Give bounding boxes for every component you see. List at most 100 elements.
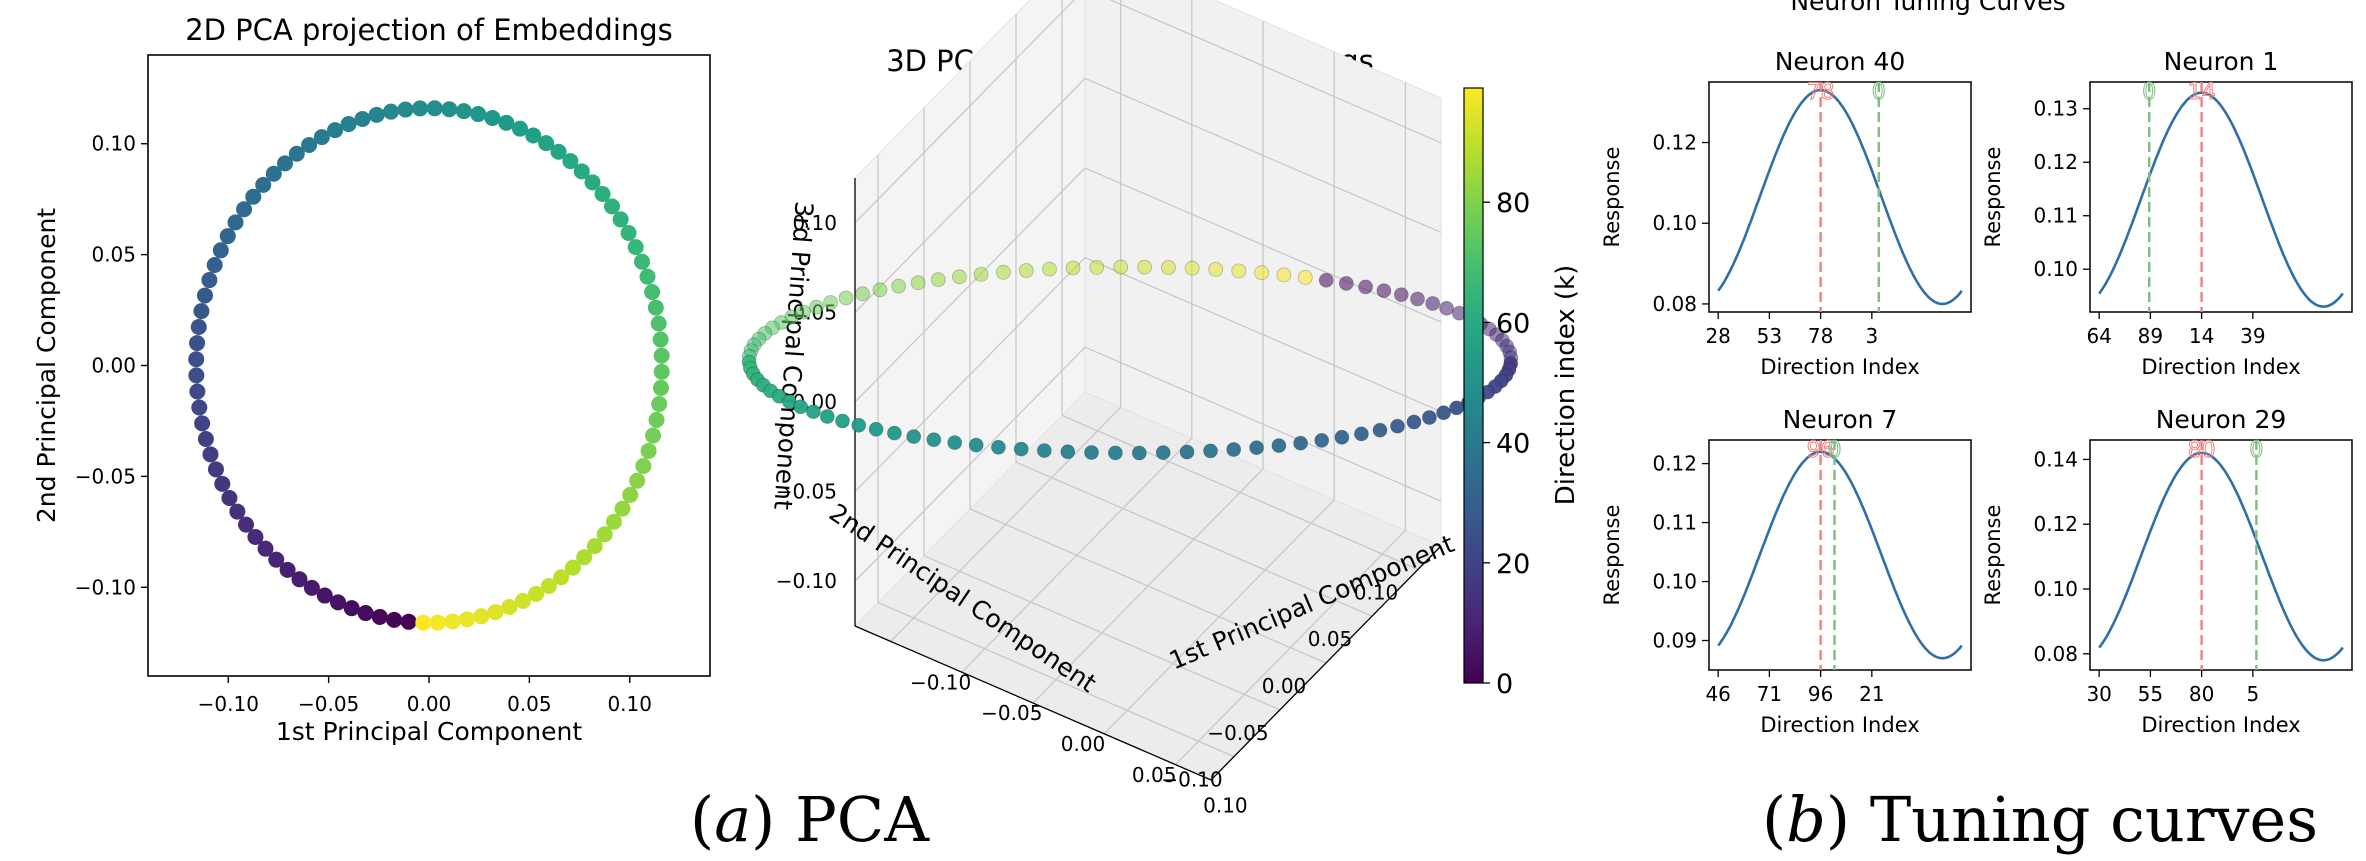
pca2d-point xyxy=(470,106,487,123)
pca3d-point xyxy=(1338,275,1354,291)
pca3d-point xyxy=(991,439,1006,455)
pca3d-point xyxy=(1208,261,1224,277)
pca2d-xlabel: 1st Principal Component xyxy=(276,717,582,746)
pca2d-point xyxy=(640,442,657,459)
pca2d-point xyxy=(313,129,330,146)
pca3d-point xyxy=(1084,445,1099,460)
tuning-title: Neuron 7 xyxy=(1783,405,1898,434)
pca2d-point xyxy=(573,163,590,180)
pca2d-point xyxy=(188,351,205,368)
pca2d-point xyxy=(277,155,294,172)
pca2d-point xyxy=(415,614,432,631)
tuning-ytick-label: 0.12 xyxy=(1652,131,1697,155)
pca2d-point xyxy=(206,256,223,273)
pca3d-point xyxy=(1439,300,1454,316)
pca3d-point xyxy=(1449,400,1464,416)
tuning-xtick-label: 14 xyxy=(2189,324,2214,348)
tuning-title: Neuron 1 xyxy=(2164,47,2279,76)
pca3d-grid-line xyxy=(854,77,1086,313)
pca3d-point xyxy=(851,417,867,433)
pca3d-point xyxy=(1406,414,1422,430)
tuning-frame xyxy=(1708,81,1972,313)
pca3d-point xyxy=(1113,259,1129,275)
pca3d-point xyxy=(996,264,1011,280)
pca2d-xtick-label: 0.00 xyxy=(407,692,452,716)
pca2d-point xyxy=(191,399,208,416)
pca2d-point xyxy=(397,101,414,118)
pca3d-point xyxy=(1410,291,1425,307)
pca2d-chart: −0.10 −0.05 0.00 0.05 0.10 −0.10 −0.05 0.00 0.05… xyxy=(32,13,711,746)
pca2d-ytick-label: −0.05 xyxy=(75,464,136,488)
pca2d-point xyxy=(194,415,211,432)
pca2d-point xyxy=(386,611,403,628)
pca3d-grid-line xyxy=(969,508,1327,664)
tuning-ytick-label: 0.09 xyxy=(1652,629,1697,653)
pca3d-point xyxy=(806,404,821,420)
pca3d-point xyxy=(926,432,942,448)
pca3d-point xyxy=(1358,279,1373,295)
pca2d-xtick-label: 0.10 xyxy=(607,692,652,716)
pca2d-point xyxy=(288,145,305,162)
pca3d-grid-line xyxy=(961,437,1193,673)
pca2d-point xyxy=(279,561,296,578)
caption-a: (a) PCA xyxy=(690,783,930,856)
pca3d-point xyxy=(1137,259,1152,275)
pca3d-grid-line xyxy=(854,167,1086,403)
pca2d-xtick-label: −0.10 xyxy=(198,692,259,716)
tuning-figure: Neuron Tuning Curves 28 53 78 3 0.08 0.10 0.12 N… xyxy=(1600,0,2353,737)
pca3d-grid-line xyxy=(890,406,1122,642)
tuning-subplot: 30 55 80 5 0.08 0.10 0.12 0.14 Neuron 29 Directio… xyxy=(1981,405,2353,737)
pca2d-xtick-label: −0.05 xyxy=(298,692,359,716)
tuning-xlabel: Direction Index xyxy=(1760,355,1919,379)
tuning-xtick-label: 46 xyxy=(1705,682,1730,706)
tuning-title: Neuron 40 xyxy=(1775,47,1906,76)
pca2d-point xyxy=(553,569,570,586)
tuning-ytick-label: 0.13 xyxy=(2033,97,2078,121)
colorbar xyxy=(1463,87,1484,684)
pca3d-point xyxy=(835,413,850,429)
pca3d-point xyxy=(1293,435,1308,451)
pca3d-point xyxy=(1184,260,1200,276)
pca3d-point xyxy=(1436,405,1451,421)
pca3d-point xyxy=(906,429,922,445)
tuning-xtick-label: 5 xyxy=(2246,682,2259,706)
pca2d-point xyxy=(562,153,579,170)
pca2d-point xyxy=(238,516,255,533)
tuning-marker-label: 0 xyxy=(1827,438,1841,463)
pca3d-xtick-label: 0.00 xyxy=(1061,732,1106,756)
pca3d-point xyxy=(1354,426,1369,442)
tuning-suptitle: Neuron Tuning Curves xyxy=(1790,0,2065,16)
pca2d-point xyxy=(382,103,399,120)
tuning-ytick-label: 0.10 xyxy=(2033,577,2078,601)
pca3d-point xyxy=(1161,260,1176,275)
pca2d-point xyxy=(594,186,611,203)
pca3d-point xyxy=(1231,263,1247,279)
pca2d-point xyxy=(653,363,670,380)
pca3d-point xyxy=(887,425,902,441)
pca3d-grid-line xyxy=(1084,77,1442,233)
pca2d-point xyxy=(316,587,333,604)
tuning-ytick-label: 0.11 xyxy=(1652,511,1697,535)
pca3d-xtick-label: −0.10 xyxy=(910,670,971,694)
tuning-xtick-label: 55 xyxy=(2138,682,2163,706)
tuning-ytick-label: 0.12 xyxy=(1652,452,1697,476)
tuning-xtick-label: 64 xyxy=(2086,324,2111,348)
pca2d-point xyxy=(603,198,620,215)
pca3d-ytick-label: 0.10 xyxy=(1354,580,1399,604)
pca2d-point xyxy=(371,608,388,625)
tuning-xtick-label: 21 xyxy=(1859,682,1884,706)
pca2d-point xyxy=(651,395,668,412)
pca3d-grid-line xyxy=(854,0,1075,224)
pca3d-grid-line xyxy=(1109,0,1442,144)
pca3d-point xyxy=(1155,445,1171,461)
pca3d-ytick-label: 0.00 xyxy=(1262,674,1307,698)
pca2d-point xyxy=(189,335,206,352)
tuning-curve xyxy=(1717,450,1963,660)
pca2d-point xyxy=(291,571,308,588)
pca3d-point xyxy=(809,299,824,315)
tuning-curve xyxy=(1717,88,1963,306)
pca2d-ylabel: 2nd Principal Component xyxy=(32,208,61,523)
pca3d-point xyxy=(1297,269,1313,285)
colorbar-tick-label: 20 xyxy=(1496,549,1530,580)
pca2d-point xyxy=(648,411,665,428)
